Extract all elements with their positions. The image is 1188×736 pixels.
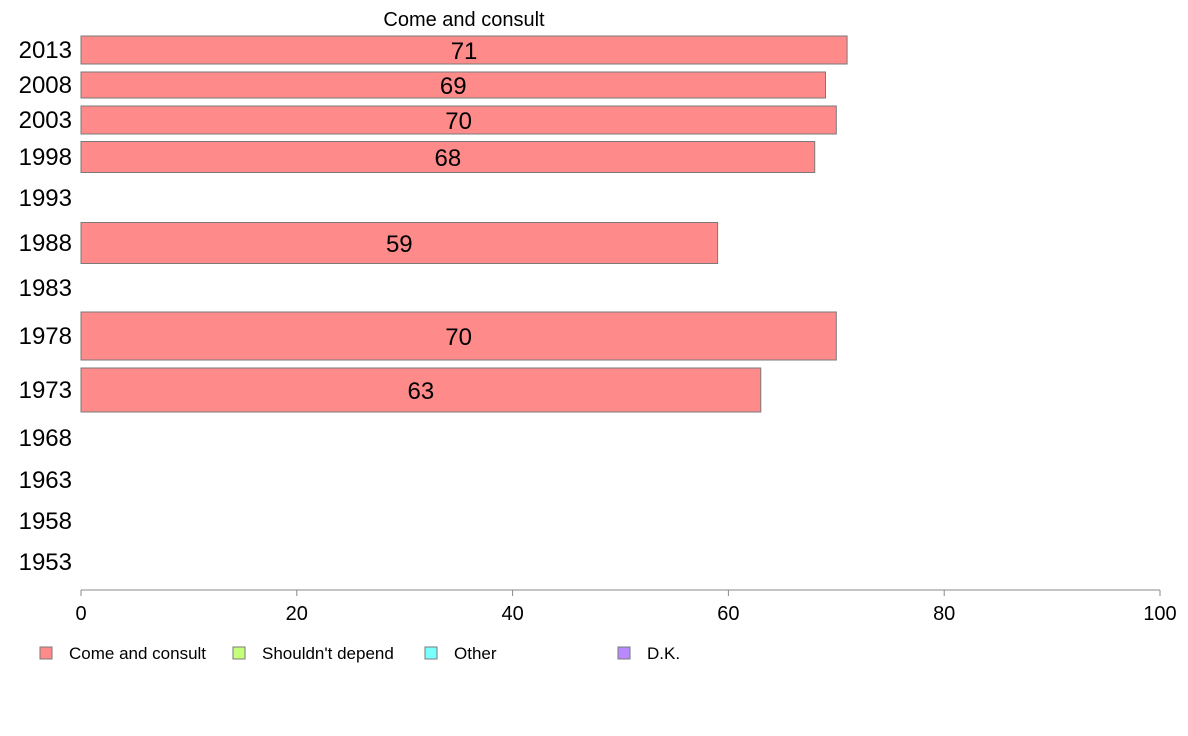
bar	[80, 35, 848, 65]
data-label: 69	[440, 73, 467, 100]
x-tick-label: 20	[286, 603, 308, 625]
bar	[80, 105, 837, 135]
y-tick-label: 1978	[19, 323, 72, 350]
bar	[80, 311, 837, 361]
y-tick-label: 2003	[19, 107, 72, 134]
data-label: 71	[451, 38, 478, 65]
legend-label: Come and consult	[69, 644, 206, 663]
y-tick-label: 1993	[19, 185, 72, 212]
bar	[80, 71, 827, 99]
y-tick-labels: 2013 2008 2003 1998 1993 1988 1983 1978 1973 1968…	[19, 37, 72, 576]
data-label: 70	[445, 324, 472, 351]
legend-label: Shouldn't depend	[262, 644, 394, 663]
bars-group: 71 69 70 68 59 70 63	[80, 35, 848, 413]
y-tick-label: 2013	[19, 37, 72, 64]
bar	[80, 222, 719, 264]
y-tick-label: 1973	[19, 377, 72, 404]
bar	[80, 367, 762, 413]
x-tick-label: 40	[501, 603, 523, 625]
y-tick-label: 1953	[19, 549, 72, 576]
x-tick-label: 80	[933, 603, 955, 625]
y-tick-label: 2008	[19, 72, 72, 99]
x-tick-label: 60	[717, 603, 739, 625]
legend-label: D.K.	[647, 644, 680, 663]
x-axis: 0 20 40 60 80 100	[75, 589, 1177, 625]
bar	[80, 141, 816, 173]
y-tick-label: 1958	[19, 508, 72, 535]
data-label: 70	[445, 108, 472, 135]
y-tick-label: 1988	[19, 230, 72, 257]
chart-title: Come and consult	[383, 9, 545, 31]
data-label: 63	[408, 378, 435, 405]
data-label: 68	[435, 145, 462, 172]
y-tick-label: 1963	[19, 467, 72, 494]
x-tick-label: 0	[75, 603, 86, 625]
y-tick-label: 1998	[19, 144, 72, 171]
legend-swatch	[424, 646, 438, 660]
y-tick-label: 1968	[19, 425, 72, 452]
legend-swatch	[232, 646, 246, 660]
x-tick-label: 100	[1143, 603, 1176, 625]
legend-swatch	[39, 646, 53, 660]
legend: Come and consult Shouldn't depend Other D.K…	[39, 644, 680, 663]
y-tick-label: 1983	[19, 275, 72, 302]
data-label: 59	[386, 231, 413, 258]
legend-label: Other	[454, 644, 497, 663]
legend-swatch	[617, 646, 631, 660]
